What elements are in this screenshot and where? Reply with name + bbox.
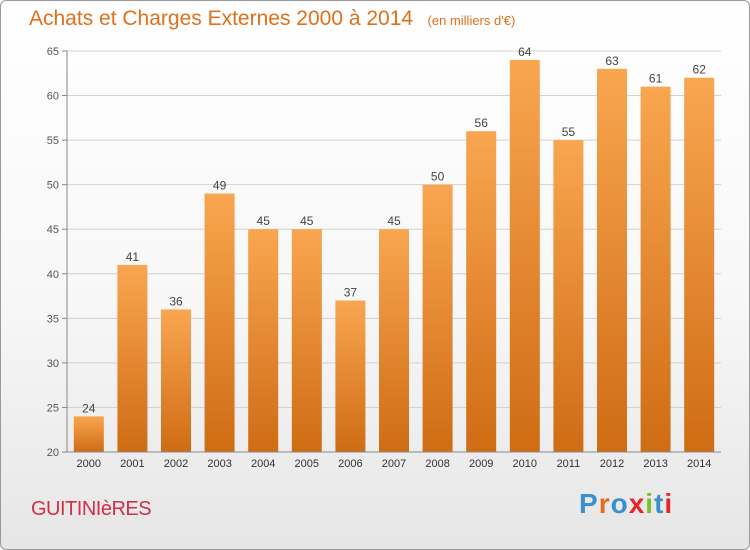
logo-letter: P	[579, 488, 599, 519]
data-label: 41	[126, 250, 140, 264]
data-label: 63	[605, 54, 619, 68]
data-labels: 24 41 36 49 45 45 37 45 50 56 64 55 63 61 62	[82, 45, 706, 415]
data-label: 36	[169, 294, 183, 308]
data-label: 45	[257, 214, 271, 228]
bar-2004[interactable]	[248, 229, 279, 452]
proxiti-logo[interactable]: Proxiti	[579, 488, 673, 520]
data-label: 37	[344, 286, 358, 300]
bar-2005[interactable]	[291, 229, 322, 452]
title-row: Achats et Charges Externes 2000 à 2014 (…	[29, 7, 515, 31]
y-tick-label: 50	[47, 180, 59, 192]
data-label: 62	[693, 63, 707, 77]
y-tick-label: 20	[47, 447, 59, 459]
y-tick-label: 65	[47, 46, 59, 58]
x-tick-label: 2002	[164, 458, 188, 470]
logo-letter: o	[610, 488, 629, 519]
bar-2008[interactable]	[422, 184, 453, 452]
data-label: 49	[213, 179, 227, 193]
data-label: 45	[300, 214, 314, 228]
x-tick-label: 2007	[382, 458, 406, 470]
x-tick-label: 2012	[600, 458, 624, 470]
y-tick-label: 30	[47, 358, 59, 370]
bar-2000[interactable]	[73, 416, 104, 452]
x-tick-label: 2008	[425, 458, 449, 470]
axes: 20 25 30 35 40 45 50 55 60 65 2000 2001 2002 2003 2004…	[47, 46, 721, 470]
x-tick-label: 2003	[207, 458, 231, 470]
x-tick-label: 2001	[120, 458, 144, 470]
data-label: 50	[431, 170, 445, 184]
data-label: 45	[387, 214, 401, 228]
y-tick-label: 55	[47, 135, 59, 147]
bar-2003[interactable]	[204, 193, 235, 453]
x-tick-label: 2011	[557, 458, 581, 470]
x-tick-label: 2006	[338, 458, 362, 470]
bar-2009[interactable]	[466, 131, 497, 452]
data-label: 56	[475, 116, 489, 130]
y-tick-label: 35	[47, 313, 59, 325]
bar-2010[interactable]	[509, 59, 540, 453]
bar-2013[interactable]	[640, 86, 671, 453]
data-label: 24	[82, 401, 96, 415]
bar-2002[interactable]	[161, 309, 191, 452]
x-tick-label: 2005	[295, 458, 319, 470]
logo-letter: i	[664, 488, 674, 519]
commune-name: GUITINIèRES	[31, 498, 152, 520]
x-tick-label: 2004	[251, 458, 275, 470]
logo-letter: t	[654, 488, 665, 519]
bar-2001[interactable]	[117, 264, 148, 452]
chart-title: Achats et Charges Externes 2000 à 2014	[29, 7, 414, 30]
bar-2006[interactable]	[335, 300, 366, 452]
logo-letter: i	[645, 488, 655, 519]
bar-2011[interactable]	[553, 140, 584, 452]
y-tick-label: 45	[47, 224, 59, 236]
x-tick-label: 2013	[643, 458, 667, 470]
x-tick-label: 2014	[687, 458, 711, 470]
data-label: 64	[518, 45, 532, 59]
x-tick-label: 2009	[469, 458, 493, 470]
x-tick-label: 2010	[513, 458, 537, 470]
data-label: 55	[562, 125, 576, 139]
y-tick-label: 25	[47, 402, 59, 414]
logo-letter: x	[628, 488, 646, 519]
bars	[73, 59, 715, 453]
bar-2012[interactable]	[597, 68, 627, 453]
logo-letter: r	[598, 488, 611, 519]
bar-2014[interactable]	[684, 77, 715, 452]
x-tick-label: 2000	[77, 458, 101, 470]
chart-subtitle: (en milliers d'€)	[427, 13, 516, 28]
data-label: 61	[649, 72, 663, 86]
y-tick-label: 60	[47, 91, 59, 103]
bar-2007[interactable]	[379, 229, 409, 452]
y-tick-label: 40	[47, 269, 59, 281]
